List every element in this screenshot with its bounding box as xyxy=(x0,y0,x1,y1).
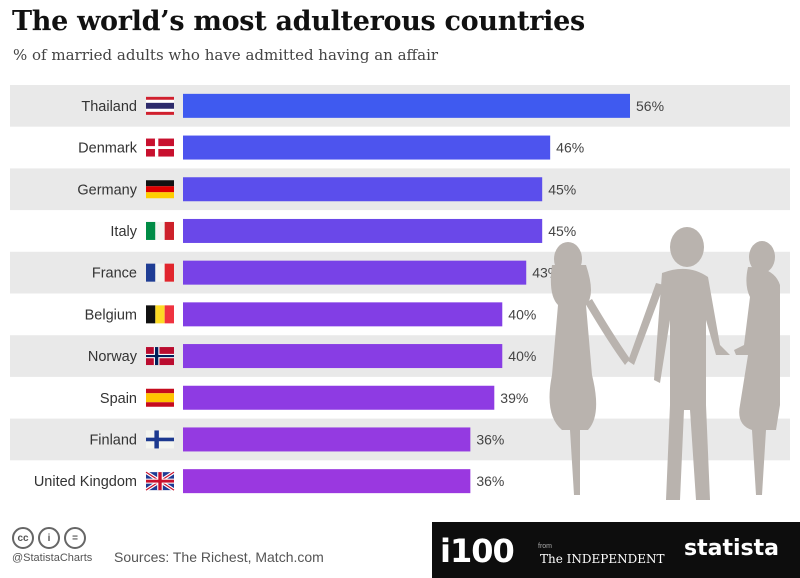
category-label: Denmark xyxy=(78,141,138,157)
value-label: 56% xyxy=(636,98,664,114)
value-label: 36% xyxy=(476,473,504,489)
no-derivatives-icon[interactable]: = xyxy=(64,527,86,549)
cc-icon[interactable]: cc xyxy=(12,527,34,549)
category-label: Belgium xyxy=(85,307,137,323)
value-label: 40% xyxy=(508,306,536,322)
bar-united-kingdom[interactable] xyxy=(183,469,471,494)
germany-flag-icon xyxy=(146,180,174,199)
category-label: Finland xyxy=(89,432,137,448)
value-label: 40% xyxy=(508,348,536,364)
i100-logo[interactable]: i100 xyxy=(440,532,515,570)
chart-title: The world’s most adulterous countries xyxy=(12,6,585,37)
norway-flag-icon xyxy=(146,347,174,366)
bar-belgium[interactable] xyxy=(183,302,503,327)
united-kingdom-flag-icon xyxy=(145,470,175,492)
footer-brand-bar xyxy=(432,522,800,578)
finland-flag-icon xyxy=(146,430,174,449)
category-label: Spain xyxy=(100,391,137,407)
category-label: Thailand xyxy=(81,99,137,115)
license-icons: cc i = xyxy=(12,527,86,549)
bar-germany[interactable] xyxy=(183,177,543,202)
statista-logo[interactable]: statista xyxy=(684,536,779,561)
bar-denmark[interactable] xyxy=(183,135,551,160)
category-label: Norway xyxy=(88,349,138,365)
value-label: 39% xyxy=(500,390,528,406)
attribution-icon[interactable]: i xyxy=(38,527,60,549)
value-label: 45% xyxy=(548,181,576,197)
sources-text: Sources: The Richest, Match.com xyxy=(114,549,324,565)
statista-handle[interactable]: @StatistaCharts xyxy=(12,552,93,564)
bar-thailand[interactable] xyxy=(183,93,630,118)
france-flag-icon xyxy=(146,263,174,282)
bar-norway[interactable] xyxy=(183,344,503,369)
chart-subtitle: % of married adults who have admitted ha… xyxy=(13,46,439,64)
bar-france[interactable] xyxy=(183,260,527,285)
bar-spain[interactable] xyxy=(183,385,495,410)
value-label: 46% xyxy=(556,140,584,156)
value-label: 45% xyxy=(548,223,576,239)
thailand-flag-icon xyxy=(146,96,174,115)
category-label: France xyxy=(92,266,137,282)
category-label: Germany xyxy=(77,182,137,198)
spain-flag-icon xyxy=(146,388,174,407)
bar-finland[interactable] xyxy=(183,427,471,452)
value-label: 36% xyxy=(476,431,504,447)
belgium-flag-icon xyxy=(146,305,174,324)
couple-silhouettes-illustration xyxy=(549,227,780,500)
denmark-flag-icon xyxy=(146,138,174,157)
italy-flag-icon xyxy=(146,221,174,240)
category-label: Italy xyxy=(110,224,137,240)
bar-italy[interactable] xyxy=(183,218,543,243)
independent-logo[interactable]: The INDEPENDENT xyxy=(540,552,665,566)
category-label: United Kingdom xyxy=(34,474,137,490)
brand-from-label: from xyxy=(538,543,552,550)
